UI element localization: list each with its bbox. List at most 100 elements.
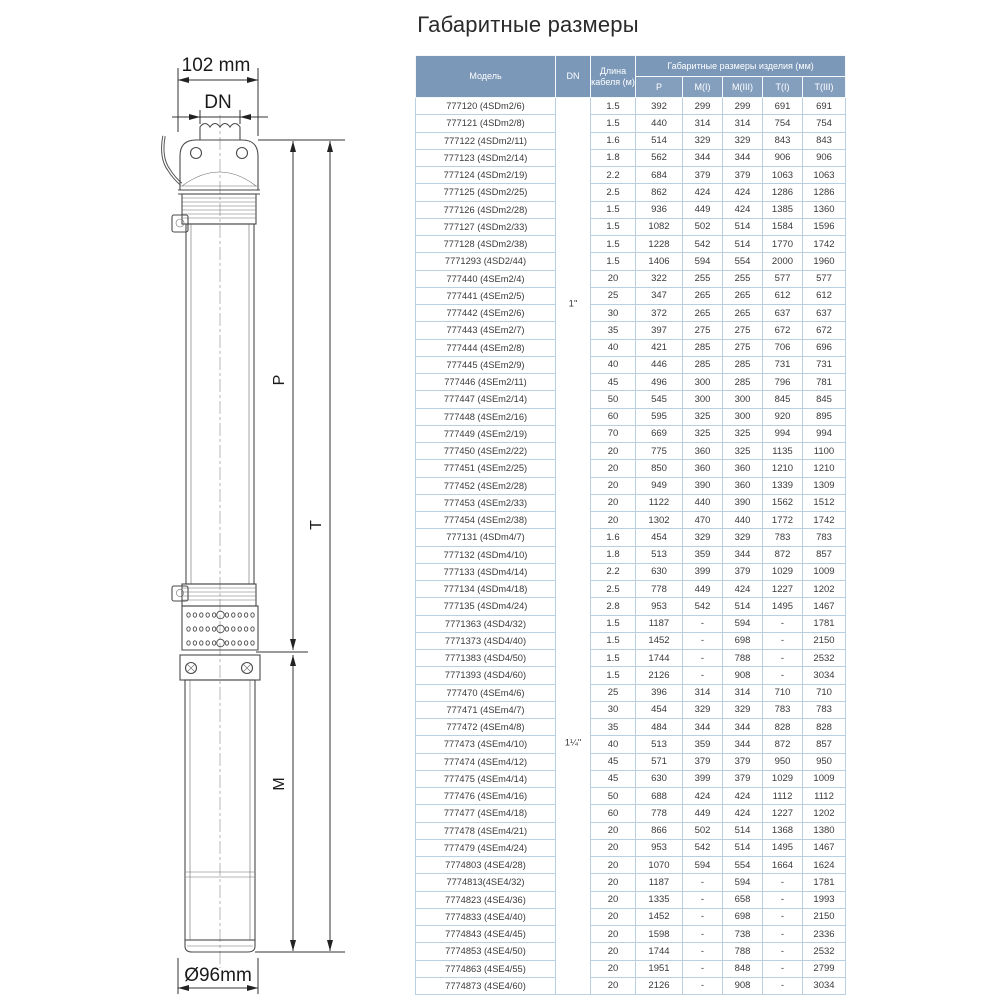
dimension-diameter: Ø96mm (177, 958, 259, 994)
dimension-cell: - (682, 890, 723, 909)
cable-length-cell: 20 (590, 907, 636, 927)
dimension-cell: 630 (635, 562, 683, 582)
model-cell: 777446 (4SEm2/11) (415, 372, 556, 392)
screen-hole (205, 640, 210, 646)
cable-length-cell: 45 (590, 752, 636, 771)
dimension-cell: 595 (635, 407, 683, 426)
dimension-cell: 1742 (802, 234, 846, 254)
dimension-cell: 424 (722, 786, 763, 806)
dimension-cell: 1993 (802, 890, 846, 909)
model-cell: 777452 (4SEm2/28) (415, 476, 556, 495)
dimension-cell: 265 (722, 286, 763, 306)
dimension-cell: 329 (682, 700, 723, 720)
dimension-cell: 275 (722, 338, 763, 357)
dimension-cell: - (762, 614, 803, 633)
cable-length-cell: 1.5 (590, 234, 636, 254)
dimension-cell: 347 (635, 286, 683, 306)
dimension-cell: 1406 (635, 252, 683, 271)
cable-length-cell: 2.2 (590, 562, 636, 582)
dimension-cell: - (762, 976, 803, 996)
dimension-cell: 2532 (802, 648, 846, 668)
header-model: Модель (415, 55, 556, 98)
dimension-cell: 1368 (762, 821, 803, 840)
table-row: 777446 (4SEm2/11) 45 496 300 285 796 781 (415, 372, 846, 392)
table-row: 777452 (4SEm2/28) 20 949 390 360 1339 1309 (415, 476, 846, 495)
dimensions-table: Модель DN Длина кабеля (м) Габаритные ра… (415, 55, 846, 996)
dimension-cell: 1598 (635, 924, 683, 944)
dimension-cell: - (762, 924, 803, 944)
screen-hole (216, 638, 225, 648)
dimension-cell: 344 (682, 148, 723, 168)
model-cell: 777471 (4SEm4/7) (415, 700, 556, 720)
dimension-cell: 390 (682, 476, 723, 495)
screen-hole (192, 612, 198, 618)
dimension-cell: 994 (762, 424, 803, 444)
table-row: 777475 (4SEm4/14) 45 630 399 379 1029 1009 (415, 769, 846, 789)
pump-technical-drawing: 102 mm DN (150, 50, 380, 1000)
dimension-cell: 424 (722, 200, 763, 219)
dimension-m: M (271, 655, 296, 951)
model-cell: 777131 (4SDm4/7) (415, 528, 556, 547)
dimension-cell: 1781 (802, 614, 846, 633)
table-row: 777449 (4SEm2/19) 70 669 325 325 994 994 (415, 424, 846, 444)
table-row: 777132 (4SDm4/10) 1.8 513 359 344 872 857 (415, 545, 846, 564)
table-row: 777453 (4SEm2/33) 20 1122 440 390 1562 1512 (415, 493, 846, 513)
dimension-cell: 1210 (802, 459, 846, 478)
dimension-cell: - (682, 942, 723, 961)
dimension-cell: - (682, 631, 723, 651)
cable-length-cell: 50 (590, 390, 636, 409)
dimension-cell: 862 (635, 183, 683, 202)
dimension-cell: 562 (635, 148, 683, 168)
dimension-cell: 783 (802, 700, 846, 720)
table-row: 777470 (4SEm4/6) 25 396 314 314 710 710 (415, 683, 846, 702)
dimension-cell: - (682, 959, 723, 978)
dimension-cell: 554 (722, 252, 763, 271)
screen-hole (186, 626, 191, 632)
dimension-cell: - (762, 942, 803, 961)
table-row: 777473 (4SEm4/10) 40 513 359 344 872 857 (415, 735, 846, 754)
dimension-cell: - (762, 631, 803, 651)
model-cell: 777454 (4SEm2/38) (415, 510, 556, 530)
dimension-cell: 1070 (635, 855, 683, 875)
dimension-cell: 778 (635, 579, 683, 599)
dimension-cell: 1512 (802, 493, 846, 513)
cable-length-cell: 20 (590, 838, 636, 858)
screen-hole (231, 626, 236, 632)
dimension-cell: 1781 (802, 873, 846, 892)
model-cell: 777443 (4SEm2/7) (415, 321, 556, 340)
table-row: 7771393 (4SD4/60) 1.5 2126-908-3034 (415, 666, 846, 685)
dimension-cell: 1286 (762, 183, 803, 202)
dimension-cell: 1063 (762, 165, 803, 185)
page-title: Габаритные размеры (417, 12, 639, 37)
model-cell: 777447 (4SEm2/14) (415, 390, 556, 409)
dimension-cell: 1122 (635, 493, 683, 513)
cable-length-cell: 1.8 (590, 545, 636, 564)
cable-length-cell: 25 (590, 683, 636, 702)
dimension-cell: 594 (682, 252, 723, 271)
dimension-cell: 577 (802, 269, 846, 288)
dimension-cell: 1135 (762, 441, 803, 461)
dimension-cell: 255 (722, 269, 763, 288)
dimension-cell: 454 (635, 700, 683, 720)
table-row: 7771363 (4SD4/32) 1.5 1187-594-1781 (415, 614, 846, 633)
dimension-cell: 502 (682, 217, 723, 237)
dimension-cell: 424 (682, 786, 723, 806)
table-row: 777122 (4SDm2/11) 1.6 514 329 329 843 843 (415, 131, 846, 150)
table-row: 7774803 (4SE4/28) 20 1070 594 554 1664 1624 (415, 855, 846, 875)
dimension-cell: 421 (635, 338, 683, 357)
dimension-cell: 329 (722, 528, 763, 547)
dimension-cell: 866 (635, 821, 683, 840)
cable-length-cell: 50 (590, 786, 636, 806)
dim-p-label: P (271, 375, 288, 386)
model-cell: 7771293 (4SD2/44) (415, 252, 556, 271)
model-cell: 7771383 (4SD4/50) (415, 648, 556, 668)
model-cell: 777134 (4SDm4/18) (415, 579, 556, 599)
dn-value: 1¼" (564, 737, 582, 749)
cable-length-cell: 35 (590, 321, 636, 340)
dimension-cell: 2000 (762, 252, 803, 271)
dimension-dn: DN (172, 92, 268, 124)
dimension-cell: 594 (722, 873, 763, 892)
dimension-cell: 781 (802, 372, 846, 392)
dimension-cell: 2126 (635, 976, 683, 996)
model-cell: 777453 (4SEm2/33) (415, 493, 556, 513)
